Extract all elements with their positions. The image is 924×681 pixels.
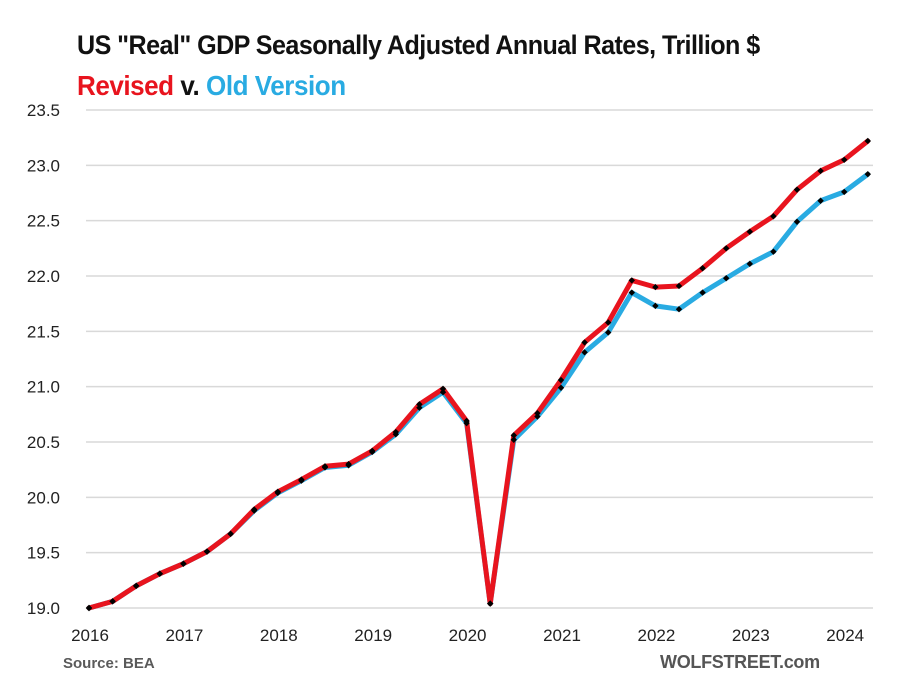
data-point-marker (439, 389, 447, 396)
x-tick-label: 2020 (449, 626, 487, 645)
data-point-marker (510, 432, 517, 439)
y-tick-label: 23.5 (27, 101, 60, 120)
x-axis: 2016 2017 2018 2019 2020 2021 2022 2023 2024 (71, 626, 864, 645)
data-point-marker (699, 289, 706, 296)
data-point-marker (463, 417, 470, 425)
data-point-marker (298, 476, 305, 483)
data-point-marker (841, 188, 848, 196)
x-tick-label: 2023 (732, 626, 770, 645)
y-tick-label: 20.0 (27, 488, 60, 507)
series-line-revised (86, 138, 871, 611)
data-point-marker (746, 260, 753, 268)
y-tick-label: 19.0 (27, 599, 60, 618)
data-point-marker (85, 604, 93, 612)
data-point-marker (557, 376, 565, 384)
x-tick-label: 2018 (260, 626, 298, 645)
data-point-marker (251, 506, 258, 513)
data-point-marker (439, 385, 447, 393)
x-tick-label: 2021 (543, 626, 581, 645)
data-point-marker (203, 548, 211, 555)
data-point-marker (864, 137, 871, 145)
data-point-marker (534, 413, 541, 420)
y-tick-label: 22.5 (27, 212, 60, 231)
data-point-marker (817, 167, 824, 175)
subtitle-revised: Revised (77, 70, 174, 101)
data-point-marker (581, 339, 588, 346)
data-point-marker (652, 302, 659, 310)
brand-watermark: WOLFSTREET.com (660, 652, 820, 672)
x-tick-label: 2019 (354, 626, 392, 645)
x-tick-label: 2022 (637, 626, 675, 645)
x-tick-label: 2017 (165, 626, 203, 645)
data-point-marker (746, 228, 753, 235)
data-point-marker (723, 275, 730, 282)
y-tick-label: 21.5 (27, 322, 60, 341)
data-point-marker (274, 488, 281, 495)
data-point-marker (109, 598, 116, 605)
source-note: Source: BEA (63, 655, 155, 672)
data-point-marker (557, 384, 565, 391)
chart-title: US "Real" GDP Seasonally Adjusted Annual… (77, 30, 760, 60)
y-tick-label: 21.0 (27, 378, 60, 397)
data-point-marker (369, 447, 376, 455)
data-point-marker (133, 582, 140, 590)
y-tick-label: 20.5 (27, 433, 60, 452)
data-point-marker (416, 401, 423, 408)
x-tick-label: 2024 (826, 626, 864, 645)
data-point-marker (770, 248, 777, 255)
data-point-marker (392, 428, 399, 436)
data-point-marker (227, 530, 234, 538)
data-point-marker (675, 306, 683, 313)
series-lines (86, 138, 871, 611)
subtitle-old-version: Old Version (206, 70, 346, 101)
data-point-marker (793, 218, 801, 225)
gridlines (86, 109, 873, 609)
data-point-marker (770, 213, 777, 220)
data-point-marker (817, 197, 824, 204)
data-point-marker (675, 282, 683, 290)
data-point-marker (699, 265, 706, 272)
series-markers (85, 137, 871, 612)
data-point-marker (345, 460, 352, 468)
data-point-marker (487, 600, 494, 607)
data-point-marker (321, 463, 329, 470)
series-line-old-version (86, 171, 871, 611)
y-tick-label: 23.0 (27, 156, 60, 175)
y-axis: 23.5 23.0 22.5 22.0 21.5 21.0 20.5 20.0 19.5 19.0 (27, 101, 60, 618)
data-point-marker (180, 560, 187, 567)
data-point-marker (534, 410, 541, 417)
y-tick-label: 22.0 (27, 267, 60, 286)
data-point-marker (628, 277, 635, 284)
data-point-marker (652, 283, 659, 291)
data-point-marker (864, 170, 871, 178)
y-tick-label: 19.5 (27, 544, 60, 563)
chart-subtitle: Revised v. Old Version (77, 70, 346, 102)
data-point-marker (581, 349, 588, 356)
data-point-marker (723, 245, 730, 252)
data-point-marker (841, 156, 848, 163)
data-point-marker (605, 319, 612, 326)
data-point-marker (156, 570, 163, 577)
data-point-marker (510, 436, 517, 443)
data-point-marker (628, 289, 635, 296)
data-point-marker (793, 186, 801, 193)
data-point-marker (605, 329, 612, 336)
data-point-marker (416, 404, 423, 411)
x-tick-label: 2016 (71, 626, 109, 645)
subtitle-connector: v. (180, 70, 200, 101)
